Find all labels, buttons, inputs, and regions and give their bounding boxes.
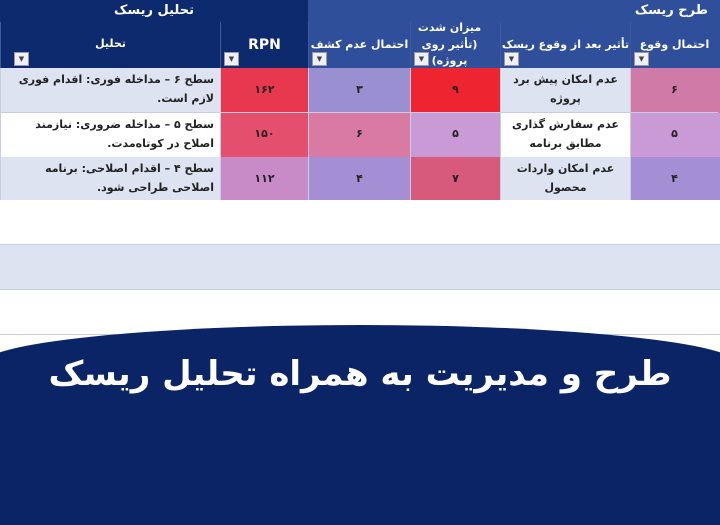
header-impact: تأثیر بعد از وقوع ریسک ▼ <box>500 22 630 68</box>
filter-dropdown-icon[interactable]: ▼ <box>414 52 429 66</box>
cell-occurrence[interactable]: ۶ <box>630 68 718 113</box>
cell-rpn[interactable]: ۱۱۲ <box>220 157 308 202</box>
filter-dropdown-icon[interactable]: ▼ <box>312 52 327 66</box>
cell-impact[interactable]: عدم سفارش گذاری مطابق برنامه <box>500 112 630 158</box>
header-analysis: تحلیل ▼ <box>0 22 220 68</box>
group-header-design: طرح ریسک <box>308 0 720 22</box>
filter-dropdown-icon[interactable]: ▼ <box>224 52 239 66</box>
cell-severity[interactable]: ۵ <box>410 112 500 158</box>
cell-occurrence[interactable]: ۴ <box>630 157 718 202</box>
filter-dropdown-icon[interactable]: ▼ <box>634 52 649 66</box>
cell-analysis[interactable]: سطح ۴ – اقدام اصلاحی: برنامه اصلاحی طراح… <box>0 157 220 202</box>
cell-impact[interactable]: عدم امکان واردات محصول <box>500 157 630 202</box>
cell-impact[interactable]: عدم امکان پیش برد پروژه <box>500 68 630 113</box>
cell-rpn[interactable]: ۱۵۰ <box>220 112 308 158</box>
cell-analysis[interactable]: سطح ۵ – مداخله ضروری: نیازمند اصلاح در ک… <box>0 112 220 158</box>
filter-dropdown-icon[interactable]: ▼ <box>504 52 519 66</box>
cell-analysis[interactable]: سطح ۶ – مداخله فوری: اقدام فوری لازم است… <box>0 68 220 113</box>
group-header-analysis: تحلیل ریسک <box>0 0 308 22</box>
empty-row <box>0 245 720 290</box>
cell-severity[interactable]: ۷ <box>410 157 500 202</box>
empty-row <box>0 200 720 245</box>
cell-rpn[interactable]: ۱۶۲ <box>220 68 308 113</box>
header-severity: میزان شدت (تأثیر روی پروژه) ▼ <box>410 21 500 68</box>
cell-detection[interactable]: ۶ <box>308 112 410 158</box>
header-rpn: RPN ▼ <box>220 22 308 68</box>
banner-title: طرح و مدیریت به همراه تحلیل ریسک <box>48 354 672 394</box>
cell-severity[interactable]: ۹ <box>410 68 500 113</box>
cell-occurrence[interactable]: ۵ <box>630 112 718 158</box>
header-detection: احتمال عدم کشف ▼ <box>308 22 410 68</box>
cell-detection[interactable]: ۴ <box>308 157 410 202</box>
filter-dropdown-icon[interactable]: ▼ <box>14 52 29 66</box>
header-occurrence: احتمال وقوع ▼ <box>630 22 718 68</box>
cell-detection[interactable]: ۳ <box>308 68 410 113</box>
